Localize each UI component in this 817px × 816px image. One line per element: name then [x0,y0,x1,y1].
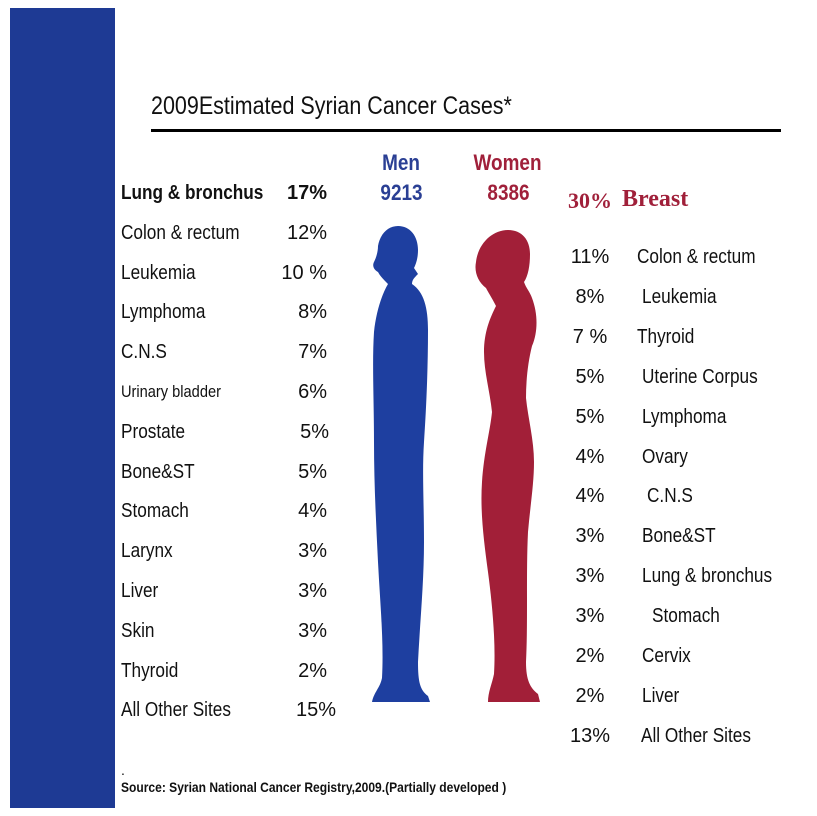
women-site-pct: 2% [575,684,605,707]
women-site-pct: 11% [570,246,610,268]
men-site-pct: 4% [298,500,327,523]
women-site-pct: 4% [575,485,605,508]
men-site-pct: 17% [286,182,327,204]
women-total: 8386 [486,180,530,205]
men-site-pct: 2% [298,659,327,682]
women-site-pct: 3% [575,525,605,548]
men-site-pct: 3% [298,580,327,602]
men-site-label: Lymphoma [121,301,206,324]
women-site-label: Stomach [652,605,720,628]
women-site-pct: 2% [575,645,605,667]
men-site-pct: 5% [298,460,327,483]
women-site-label: All Other Sites [641,724,751,747]
men-site-pct: 7% [298,341,327,364]
source-note: Source: Syrian National Cancer Registry,… [121,779,507,795]
men-site-label: Skin [121,619,155,642]
men-site-label: C.N.S [121,341,167,364]
women-site-label: Lymphoma [642,405,727,428]
women-site-label: C.N.S [647,485,693,508]
women-site-label: Ovary [642,445,688,468]
men-site-label: Lung & bronchus [121,182,264,204]
women-site-label: Thyroid [637,325,695,348]
women-top-pct: 30% [568,188,612,213]
women-site-label: Cervix [642,645,691,667]
men-site-label: Prostate [121,420,186,443]
men-total: 9213 [379,180,423,205]
women-site-pct: 8% [575,285,605,308]
men-site-pct: 12% [286,221,327,244]
men-site-label: Leukemia [121,261,196,284]
women-header: Women 8386 [448,148,568,208]
men-site-label: Liver [121,580,159,602]
women-site-label: Bone&ST [642,525,716,548]
men-site-label: Thyroid [121,659,179,682]
women-top-site: Breast [622,186,689,212]
men-site-pct: 15% [295,699,336,722]
men-site-pct: 8% [298,301,327,324]
title-underline [151,129,781,132]
male-silhouette-icon [372,226,430,702]
men-site-label: All Other Sites [121,699,231,722]
women-site-pct: 13% [569,724,611,747]
women-site-label: Liver [642,684,680,707]
women-site-pct: 3% [575,605,605,628]
chart-title: 2009Estimated Syrian Cancer Cases* [151,92,512,120]
men-site-pct: 3% [298,619,327,642]
women-site-pct: 4% [575,445,605,468]
men-site-label: Larynx [121,540,173,563]
men-site-pct: 10 % [281,261,327,284]
women-site-pct: 7 % [572,325,608,348]
women-series-name: Women [474,150,542,175]
men-site-pct: 3% [298,540,327,563]
men-site-pct: 6% [298,381,327,403]
left-accent-bar [10,8,115,808]
women-site-label: Lung & bronchus [642,565,773,588]
women-site-pct: 3% [575,565,605,588]
men-site-label: Bone&ST [121,460,195,483]
men-site-label: Colon & rectum [121,221,240,244]
women-site-label: Leukemia [642,285,717,308]
women-site-pct: 5% [575,365,605,388]
men-series-name: Men [382,150,420,175]
men-site-label: Stomach [121,500,189,523]
women-site-pct: 5% [575,405,605,428]
women-site-label: Colon & rectum [637,246,756,268]
female-silhouette-icon [475,230,540,702]
men-site-label: Urinary bladder [121,382,221,401]
footnote-marker: . [121,762,125,778]
women-site-label: Uterine Corpus [642,365,758,388]
men-site-pct: 5% [300,420,329,443]
men-header: Men 9213 [341,148,461,208]
